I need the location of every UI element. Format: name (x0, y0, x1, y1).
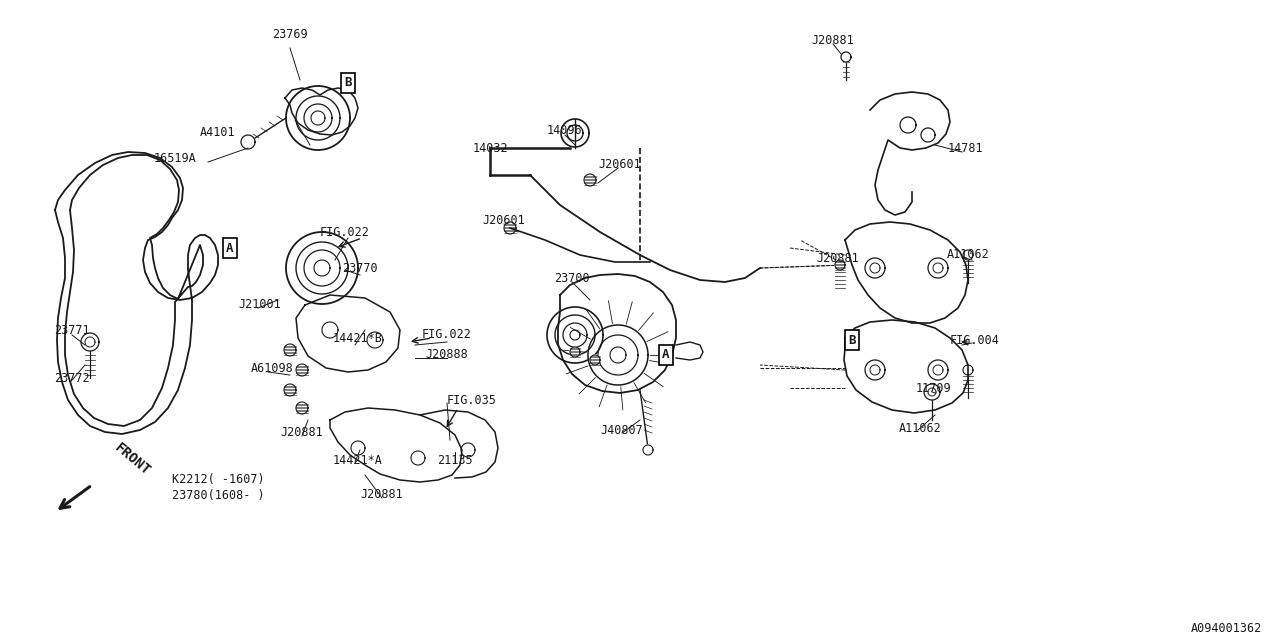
Polygon shape (963, 365, 973, 375)
Text: B: B (344, 77, 352, 90)
Text: 14032: 14032 (472, 141, 508, 154)
Text: A11062: A11062 (899, 422, 941, 435)
Text: J20601: J20601 (483, 214, 525, 227)
Polygon shape (547, 307, 603, 363)
Polygon shape (561, 119, 589, 147)
Polygon shape (643, 445, 653, 455)
Polygon shape (841, 52, 851, 62)
Text: 21135: 21135 (438, 454, 472, 467)
Text: FIG.035: FIG.035 (447, 394, 497, 406)
Polygon shape (81, 333, 99, 351)
Text: 23772: 23772 (54, 371, 90, 385)
Text: 23771: 23771 (54, 323, 90, 337)
Polygon shape (285, 232, 358, 304)
Text: FIG.022: FIG.022 (422, 328, 472, 342)
Text: A11062: A11062 (947, 248, 989, 262)
Text: 23780(1608- ): 23780(1608- ) (172, 488, 264, 502)
Text: 14421*A: 14421*A (333, 454, 383, 467)
Text: A: A (227, 241, 234, 255)
Text: J20881: J20881 (361, 488, 403, 502)
Text: A4101: A4101 (200, 127, 236, 140)
Text: K2212( -1607): K2212( -1607) (172, 474, 264, 486)
Polygon shape (928, 258, 948, 278)
Polygon shape (461, 443, 475, 457)
Polygon shape (367, 332, 383, 348)
Polygon shape (865, 258, 884, 278)
Text: 11709: 11709 (915, 381, 951, 394)
Text: A: A (662, 349, 669, 362)
Polygon shape (835, 260, 845, 270)
Polygon shape (590, 355, 600, 365)
Text: FRONT: FRONT (113, 440, 154, 478)
Text: J20881: J20881 (817, 252, 859, 264)
Polygon shape (922, 128, 934, 142)
Text: J20881: J20881 (812, 33, 854, 47)
Polygon shape (351, 441, 365, 455)
Polygon shape (924, 384, 940, 400)
Polygon shape (584, 174, 596, 186)
Polygon shape (284, 384, 296, 396)
Text: J20888: J20888 (426, 349, 468, 362)
Polygon shape (558, 274, 676, 393)
Polygon shape (504, 222, 516, 234)
Text: J21001: J21001 (238, 298, 282, 312)
Polygon shape (865, 360, 884, 380)
Text: 23770: 23770 (342, 262, 378, 275)
Text: 23769: 23769 (273, 29, 307, 42)
Text: J20881: J20881 (280, 426, 324, 438)
Polygon shape (296, 364, 308, 376)
Polygon shape (411, 451, 425, 465)
Text: 16519A: 16519A (154, 152, 196, 164)
Polygon shape (241, 135, 255, 149)
Polygon shape (284, 344, 296, 356)
Polygon shape (928, 360, 948, 380)
Text: A094001362: A094001362 (1190, 622, 1262, 635)
Polygon shape (963, 250, 973, 260)
Polygon shape (285, 86, 349, 150)
Text: 14781: 14781 (947, 141, 983, 154)
Polygon shape (900, 117, 916, 133)
Polygon shape (588, 325, 648, 385)
Text: A61098: A61098 (251, 362, 293, 374)
Text: B: B (849, 333, 856, 346)
Polygon shape (296, 402, 308, 414)
Polygon shape (323, 322, 338, 338)
Text: J20601: J20601 (599, 159, 641, 172)
Text: 23700: 23700 (554, 271, 590, 285)
Text: FIG.022: FIG.022 (320, 225, 370, 239)
Text: 14096: 14096 (547, 124, 582, 136)
Polygon shape (570, 347, 580, 357)
Text: FIG.004: FIG.004 (950, 333, 1000, 346)
Text: J40807: J40807 (600, 424, 644, 436)
Text: 14421*B: 14421*B (333, 332, 383, 344)
